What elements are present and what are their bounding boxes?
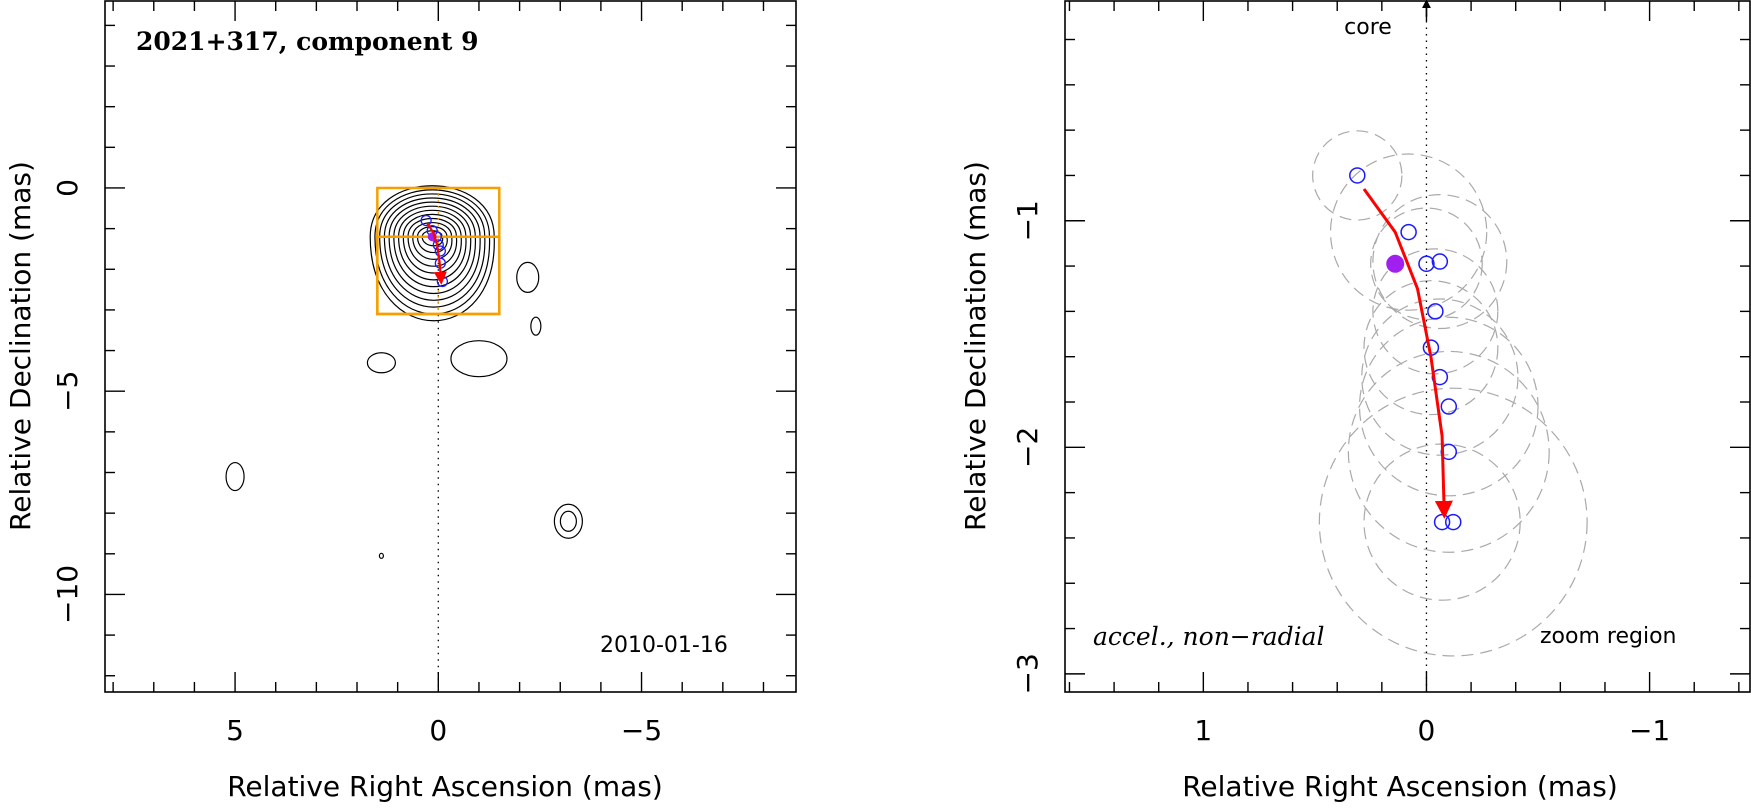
x-tick-label: 5 [226,714,244,747]
right-panel: 1 0 −1 −1 −2 −3 core accel., non−radial zoom … [959,0,1751,803]
uncertainty-circle [1370,207,1483,321]
component-marker [420,214,432,227]
contour-map [225,185,583,559]
contour-island [559,510,577,532]
model-label: accel., non−radial [1093,622,1325,651]
position-marker [1440,398,1458,415]
y-tick-label: −2 [1011,427,1044,468]
y-tick-label: 0 [51,179,84,197]
l-frame-rect [104,0,797,693]
uncertainty-circle [1312,130,1403,221]
left-xlabel: Relative Right Ascension (mas) [227,770,663,803]
contour-line [402,213,462,274]
y-tick-label: −5 [51,371,84,412]
position-marker [1427,303,1444,320]
uncertainty-circle [1318,387,1588,657]
uncertainty-circle [1347,350,1550,553]
y-tick-label: −3 [1011,653,1044,694]
contour-line [374,189,491,315]
trajectory-path [1362,188,1453,519]
contour-island [225,461,245,492]
position-marker [1400,223,1417,241]
position-marker [1444,513,1462,531]
contour-island [530,316,542,336]
core-label: core [1344,15,1392,40]
x-tick-label: −1 [1629,714,1670,747]
left-tick-labels: 5 0 −5 0 −5 −10 [51,179,662,747]
uncertainty-circles [1312,130,1588,657]
contour-island [516,261,540,293]
position-markers [1349,167,1462,531]
current-position-marker [1386,254,1405,273]
contour-island [553,503,583,539]
right-axes-frame [1064,0,1751,693]
position-marker [1431,253,1449,270]
right-tick-labels: 1 0 −1 −1 −2 −3 [1011,200,1670,747]
right-xlabel: Relative Right Ascension (mas) [1182,770,1618,803]
x-tick-label: 0 [429,714,447,747]
left-panel: 5 0 −5 0 −5 −10 2021+317, component 9 2010-01… [4,0,797,803]
left-title: 2021+317, component 9 [136,27,479,56]
left-epoch-label: 2010-01-16 [600,633,728,658]
x-tick-label: 0 [1418,714,1436,747]
component-marker [436,275,449,288]
r-frame-rect [1064,0,1751,693]
left-axes-frame [104,0,797,693]
uncertainty-circle [1372,194,1508,330]
left-ylabel: Relative Declination (mas) [4,161,37,531]
contour-island [366,352,396,374]
y-tick-label: −10 [51,565,84,624]
contour-island [450,340,508,378]
uncertainty-circle [1361,298,1519,456]
position-marker [1349,167,1366,184]
y-tick-label: −1 [1011,200,1044,241]
component-marker [434,245,446,257]
uncertainty-circle [1372,248,1499,375]
uncertainty-circle [1363,280,1499,416]
uncertainty-circle [1329,153,1488,311]
right-ticks [1065,1,1750,692]
zoom-boxes [376,186,501,316]
right-ylabel: Relative Declination (mas) [959,161,992,531]
uncertainty-circle [1358,316,1539,497]
trajectory-path [426,222,447,285]
contour-island [378,552,384,559]
position-marker [1433,513,1451,531]
x-tick-label: −5 [621,714,662,747]
trajectory-arrow [426,222,447,285]
trajectory-arrow [1362,188,1453,519]
position-marker [1418,255,1435,273]
left-ticks [105,1,796,692]
zoom-region-label: zoom region [1540,624,1676,649]
contour-line [379,193,486,308]
x-tick-label: 1 [1194,714,1212,747]
